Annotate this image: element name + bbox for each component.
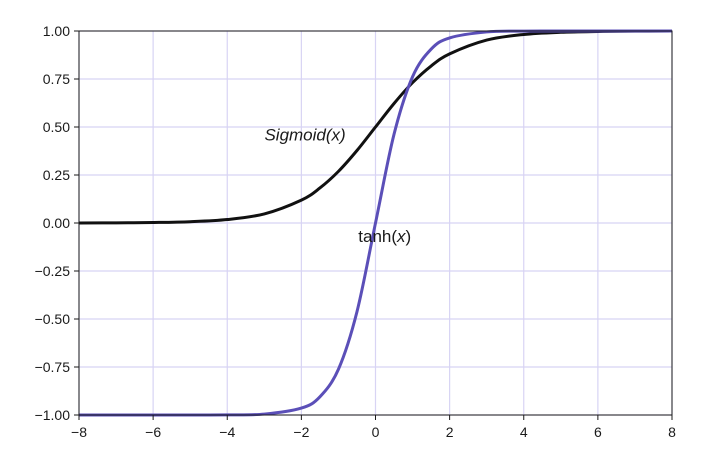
axis-ticks: −8 −6 −4 −2 0 2 4 6 8 1.00 0.75 0.50 0.25 0.00 −0.25 −0…: [35, 23, 677, 440]
y-tick-label: 0.25: [43, 167, 70, 183]
x-tick-label: −4: [219, 424, 235, 440]
x-tick-label: −8: [71, 424, 87, 440]
y-tick-label: −1.00: [35, 407, 71, 423]
y-tick-label: −0.75: [35, 359, 71, 375]
x-tick-label: −2: [293, 424, 309, 440]
x-tick-label: 8: [668, 424, 676, 440]
y-tick-label: −0.50: [35, 311, 71, 327]
sigmoid-label: Sigmoid(x): [264, 125, 345, 144]
y-tick-label: 0.00: [43, 215, 70, 231]
y-tick-label: −0.25: [35, 263, 71, 279]
label-prefix: tanh(: [358, 227, 397, 246]
y-tick-label: 0.75: [43, 71, 70, 87]
x-tick-label: 0: [372, 424, 380, 440]
x-tick-label: −6: [145, 424, 161, 440]
x-tick-label: 4: [520, 424, 528, 440]
y-tick-label: 0.50: [43, 119, 70, 135]
series-line-sigmoid: [78, 29, 673, 225]
label-suffix: ): [406, 227, 412, 246]
label-italic: x: [396, 227, 406, 246]
x-tick-label: 6: [594, 424, 602, 440]
y-tick-label: 1.00: [43, 23, 70, 39]
x-tick-label: 2: [446, 424, 454, 440]
tanh-label: tanh(x): [358, 227, 411, 246]
curve-annotations: Sigmoid(x) tanh(x): [264, 125, 411, 246]
label-italic: Sigmoid(x): [264, 125, 345, 144]
